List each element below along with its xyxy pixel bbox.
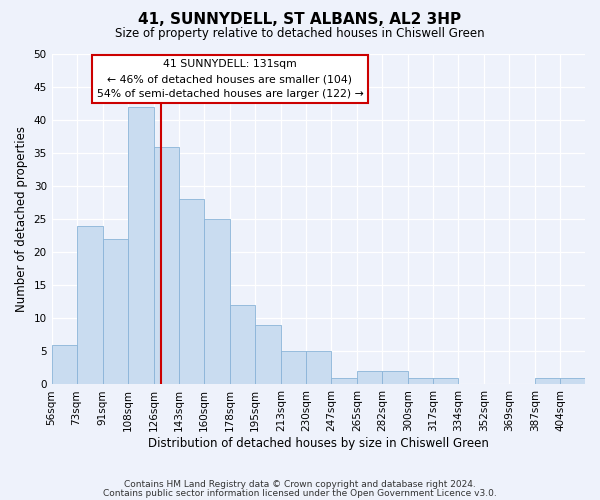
Bar [433,378,458,384]
Bar [154,146,179,384]
Bar [255,325,281,384]
Bar [560,378,585,384]
Bar [281,352,306,384]
Bar [382,371,408,384]
Bar [179,200,203,384]
Bar [357,371,382,384]
Bar [128,107,154,384]
Text: Size of property relative to detached houses in Chiswell Green: Size of property relative to detached ho… [115,28,485,40]
Text: 41 SUNNYDELL: 131sqm
← 46% of detached houses are smaller (104)
54% of semi-deta: 41 SUNNYDELL: 131sqm ← 46% of detached h… [97,60,364,99]
Text: Contains HM Land Registry data © Crown copyright and database right 2024.: Contains HM Land Registry data © Crown c… [124,480,476,489]
Bar [230,305,255,384]
Bar [408,378,433,384]
Bar [331,378,357,384]
Bar [203,219,230,384]
Bar [535,378,560,384]
Bar [52,345,77,385]
X-axis label: Distribution of detached houses by size in Chiswell Green: Distribution of detached houses by size … [148,437,489,450]
Y-axis label: Number of detached properties: Number of detached properties [15,126,28,312]
Text: Contains public sector information licensed under the Open Government Licence v3: Contains public sector information licen… [103,488,497,498]
Bar [77,226,103,384]
Bar [306,352,331,384]
Text: 41, SUNNYDELL, ST ALBANS, AL2 3HP: 41, SUNNYDELL, ST ALBANS, AL2 3HP [139,12,461,28]
Bar [103,239,128,384]
